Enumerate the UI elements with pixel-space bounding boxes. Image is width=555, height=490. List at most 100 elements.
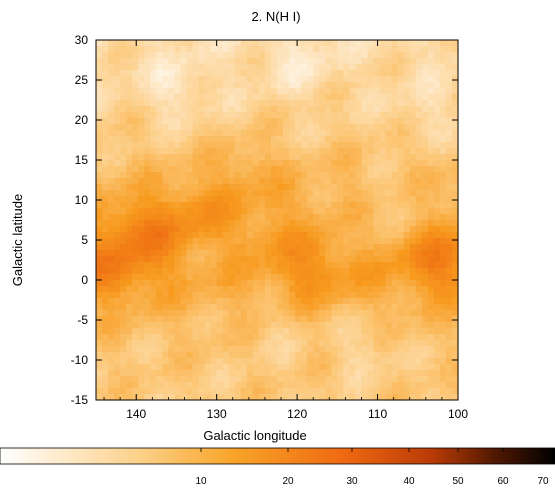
heatmap-cell <box>252 238 260 245</box>
heatmap-cell <box>319 214 326 221</box>
heatmap-cell <box>301 142 308 149</box>
heatmap-cell <box>403 76 411 83</box>
heatmap-cell <box>234 46 242 53</box>
heatmap-cell <box>264 310 272 317</box>
heatmap-cell <box>264 376 272 383</box>
heatmap-cell <box>319 370 326 377</box>
heatmap-cell <box>283 214 290 221</box>
heatmap-cell <box>397 232 405 239</box>
heatmap-cell <box>144 328 151 335</box>
heatmap-cell <box>132 202 139 209</box>
heatmap-cell <box>391 238 399 245</box>
heatmap-cell <box>307 58 314 65</box>
heatmap-cell <box>361 124 369 131</box>
heatmap-cell <box>156 100 163 107</box>
heatmap-cell <box>355 280 363 287</box>
heatmap-cell <box>252 76 260 83</box>
heatmap-cell <box>355 148 363 155</box>
heatmap-cell <box>138 46 145 53</box>
heatmap-cell <box>331 142 338 149</box>
heatmap-cell <box>108 142 115 149</box>
heatmap-cell <box>240 76 248 83</box>
heatmap-cell <box>138 262 145 269</box>
heatmap-cell <box>433 142 441 149</box>
heatmap-cell <box>186 256 194 263</box>
heatmap-cell <box>319 334 326 341</box>
heatmap-cell <box>301 112 308 119</box>
heatmap-cell <box>132 310 139 317</box>
heatmap-cell <box>307 322 314 329</box>
heatmap-cell <box>144 82 151 89</box>
heatmap-cell <box>264 382 272 389</box>
heatmap-cell <box>361 154 369 161</box>
heatmap-cell <box>445 334 453 341</box>
heatmap-cell <box>295 190 302 197</box>
heatmap-cell <box>246 304 254 311</box>
heatmap-cell <box>289 310 296 317</box>
heatmap-cell <box>240 148 248 155</box>
heatmap-cell <box>451 52 459 59</box>
heatmap-cell <box>289 370 296 377</box>
heatmap-cell <box>343 142 350 149</box>
heatmap-cell <box>132 316 139 323</box>
heatmap-cell <box>349 316 357 323</box>
heatmap-cell <box>415 76 423 83</box>
heatmap-cell <box>361 220 369 227</box>
heatmap-cell <box>331 202 338 209</box>
heatmap-cell <box>307 310 314 317</box>
heatmap-cell <box>150 172 157 179</box>
heatmap-cell <box>331 382 338 389</box>
heatmap-cell <box>367 46 375 53</box>
heatmap-cell <box>156 70 163 77</box>
heatmap-cell <box>421 322 429 329</box>
heatmap-cell <box>264 58 272 65</box>
heatmap-cell <box>319 328 326 335</box>
heatmap-cell <box>403 244 411 251</box>
heatmap-cell <box>216 94 224 101</box>
heatmap-cell <box>114 40 121 47</box>
heatmap-cell <box>445 268 453 275</box>
heatmap-cell <box>307 274 314 281</box>
heatmap-cell <box>343 250 350 257</box>
heatmap-cell <box>252 268 260 275</box>
heatmap-cell <box>337 130 344 137</box>
heatmap-cell <box>295 196 302 203</box>
heatmap-cell <box>234 328 242 335</box>
heatmap-cell <box>451 298 459 305</box>
heatmap-cell <box>379 376 387 383</box>
heatmap-cell <box>409 298 417 305</box>
heatmap-cell <box>216 286 224 293</box>
heatmap-cell <box>337 40 344 47</box>
heatmap-cell <box>168 196 176 203</box>
heatmap-cell <box>270 106 278 113</box>
heatmap-cell <box>204 394 212 401</box>
heatmap-cell <box>385 88 393 95</box>
heatmap-cell <box>415 274 423 281</box>
heatmap-cell <box>409 226 417 233</box>
heatmap-cell <box>126 226 133 233</box>
heatmap-cell <box>210 352 218 359</box>
heatmap-cell <box>415 130 423 137</box>
heatmap-cell <box>234 118 242 125</box>
heatmap-cell <box>319 388 326 395</box>
heatmap-cell <box>222 232 230 239</box>
heatmap-cell <box>204 94 212 101</box>
heatmap-cell <box>198 220 206 227</box>
heatmap-cell <box>289 280 296 287</box>
heatmap-cell <box>114 250 121 257</box>
heatmap-cell <box>192 52 200 59</box>
heatmap-cell <box>258 124 266 131</box>
heatmap-cell <box>289 208 296 215</box>
heatmap-cell <box>439 238 447 245</box>
heatmap-cell <box>192 250 200 257</box>
heatmap-cell <box>415 244 423 251</box>
heatmap-cell <box>451 112 459 119</box>
heatmap-cell <box>192 46 200 53</box>
x-tick-label: 140 <box>126 407 146 421</box>
heatmap-cell <box>325 76 332 83</box>
heatmap-cell <box>240 196 248 203</box>
heatmap-cell <box>222 178 230 185</box>
heatmap-cell <box>445 256 453 263</box>
heatmap-cell <box>252 202 260 209</box>
heatmap-cell <box>391 226 399 233</box>
